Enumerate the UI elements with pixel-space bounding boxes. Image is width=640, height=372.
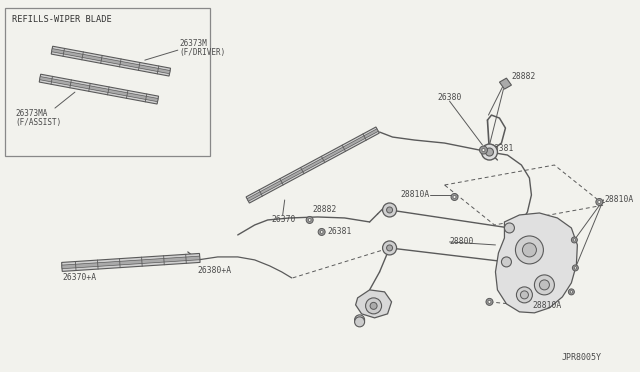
Text: 26373M: 26373M	[180, 39, 207, 48]
Circle shape	[387, 245, 392, 251]
Text: 28810A: 28810A	[532, 301, 562, 310]
Text: 28810A: 28810A	[604, 195, 634, 205]
Circle shape	[568, 289, 574, 295]
Circle shape	[488, 300, 491, 304]
Circle shape	[318, 228, 325, 235]
Bar	[5, 8, 210, 156]
Circle shape	[365, 298, 381, 314]
Circle shape	[383, 203, 397, 217]
Circle shape	[355, 317, 365, 327]
Circle shape	[355, 315, 365, 325]
Text: (F/ASSIST): (F/ASSIST)	[15, 118, 61, 126]
Polygon shape	[495, 213, 577, 313]
Polygon shape	[52, 49, 170, 74]
Text: 26370: 26370	[272, 215, 296, 224]
Circle shape	[308, 219, 311, 221]
Circle shape	[515, 236, 543, 264]
Text: 28882: 28882	[313, 205, 337, 215]
Circle shape	[306, 217, 313, 224]
Circle shape	[520, 291, 529, 299]
Circle shape	[596, 199, 603, 205]
Text: (F/DRIVER): (F/DRIVER)	[180, 48, 226, 57]
Circle shape	[482, 148, 485, 151]
Polygon shape	[247, 129, 378, 201]
Circle shape	[540, 280, 549, 290]
Circle shape	[534, 275, 554, 295]
Circle shape	[573, 239, 575, 241]
Text: 28810A: 28810A	[400, 190, 429, 199]
Text: REFILLS-WIPER BLADE: REFILLS-WIPER BLADE	[12, 15, 112, 24]
Text: 26370+A: 26370+A	[63, 273, 97, 282]
Text: 28882: 28882	[511, 72, 536, 81]
Text: 28800: 28800	[449, 237, 474, 246]
Text: 26380: 26380	[438, 93, 462, 102]
Circle shape	[383, 241, 397, 255]
Polygon shape	[356, 290, 392, 318]
Circle shape	[481, 144, 497, 160]
Circle shape	[516, 287, 532, 303]
Polygon shape	[51, 46, 170, 76]
Circle shape	[570, 291, 573, 293]
Circle shape	[451, 193, 458, 201]
Polygon shape	[62, 256, 200, 269]
Circle shape	[504, 223, 515, 233]
Polygon shape	[39, 74, 159, 104]
Circle shape	[574, 267, 577, 269]
Polygon shape	[61, 253, 200, 272]
Circle shape	[370, 302, 377, 310]
Polygon shape	[499, 78, 511, 89]
Circle shape	[572, 237, 577, 243]
Circle shape	[486, 148, 493, 156]
Circle shape	[387, 207, 392, 213]
Polygon shape	[40, 77, 158, 102]
Text: 26381: 26381	[328, 227, 352, 237]
Text: JPR8005Y: JPR8005Y	[561, 353, 602, 362]
Circle shape	[320, 231, 323, 233]
Text: 26381: 26381	[490, 144, 514, 153]
Circle shape	[479, 146, 488, 154]
Circle shape	[486, 298, 493, 305]
Circle shape	[598, 201, 601, 203]
Circle shape	[572, 265, 579, 271]
Circle shape	[453, 196, 456, 199]
Text: 26373MA: 26373MA	[15, 109, 47, 118]
Text: 26380+A: 26380+A	[198, 266, 232, 275]
Polygon shape	[246, 127, 380, 203]
Circle shape	[522, 243, 536, 257]
Circle shape	[502, 257, 511, 267]
